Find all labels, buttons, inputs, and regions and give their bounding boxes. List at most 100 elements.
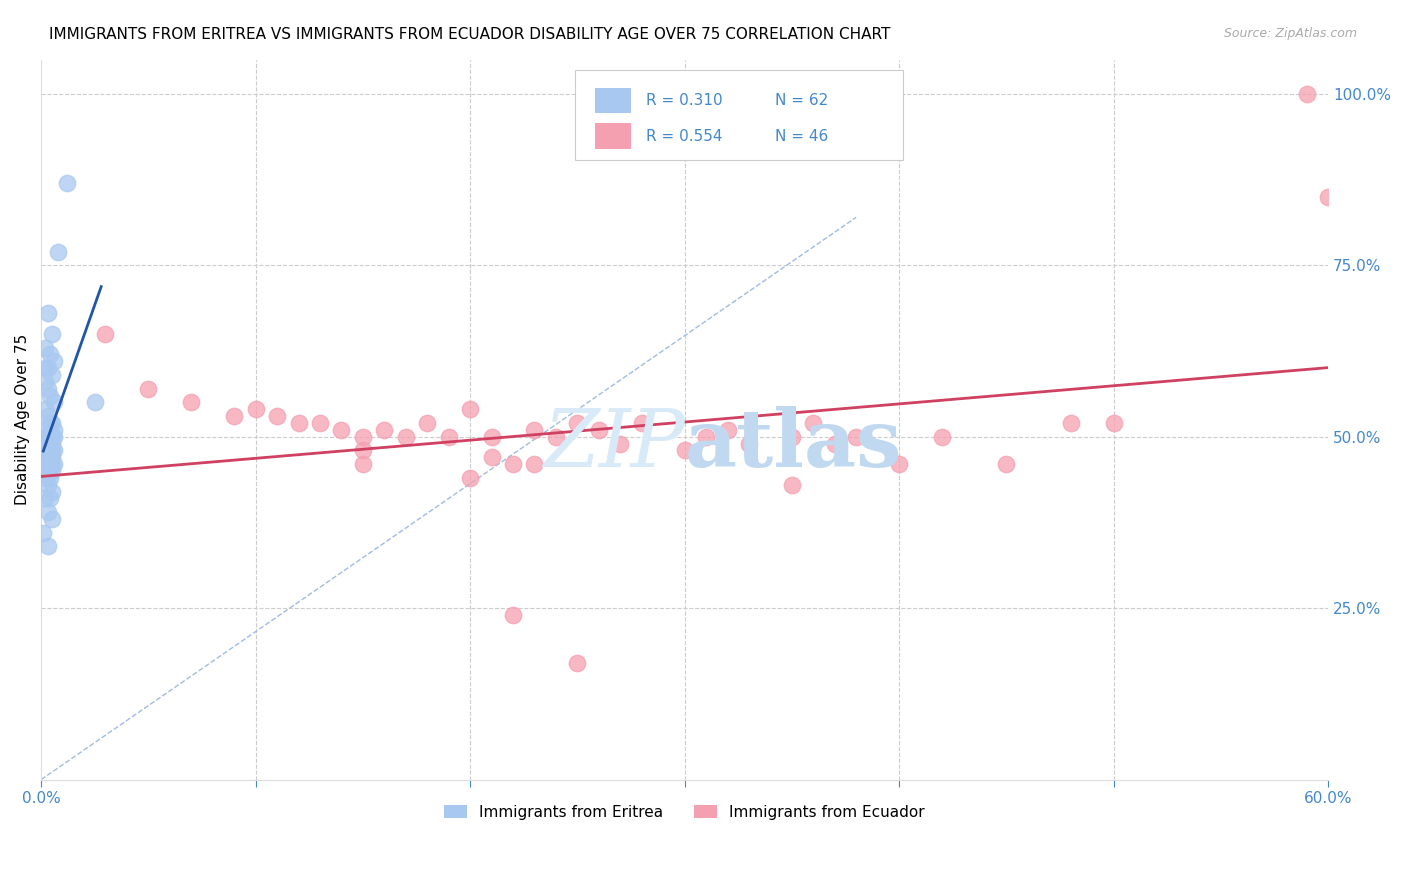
- Point: [42, 354, 65, 368]
- Point: [41, 436, 63, 450]
- Point: [1317, 190, 1340, 204]
- Point: [502, 607, 524, 622]
- Text: ZIP: ZIP: [543, 406, 685, 483]
- FancyBboxPatch shape: [575, 70, 904, 161]
- Point: [83, 395, 105, 409]
- Point: [37, 430, 59, 444]
- Point: [567, 416, 589, 430]
- Point: [523, 423, 546, 437]
- Point: [41, 464, 63, 478]
- Point: [42, 395, 65, 409]
- Point: [1102, 416, 1125, 430]
- Point: [38, 347, 60, 361]
- Point: [37, 464, 59, 478]
- Point: [481, 430, 503, 444]
- Point: [34, 402, 56, 417]
- Point: [37, 382, 59, 396]
- Point: [34, 491, 56, 506]
- Point: [138, 382, 160, 396]
- Point: [38, 457, 60, 471]
- Point: [38, 430, 60, 444]
- Point: [352, 457, 374, 471]
- Point: [1060, 416, 1083, 430]
- Point: [502, 457, 524, 471]
- Point: [588, 423, 610, 437]
- Point: [801, 416, 824, 430]
- Point: [544, 430, 567, 444]
- Point: [224, 409, 246, 424]
- Point: [37, 450, 59, 465]
- Point: [673, 443, 696, 458]
- Point: [38, 443, 60, 458]
- Point: [38, 491, 60, 506]
- Point: [34, 443, 56, 458]
- Point: [37, 430, 59, 444]
- Point: [41, 326, 63, 341]
- Point: [245, 402, 267, 417]
- Point: [437, 430, 460, 444]
- Point: [41, 368, 63, 382]
- Point: [1295, 87, 1317, 101]
- Point: [716, 423, 738, 437]
- Point: [41, 416, 63, 430]
- Point: [42, 443, 65, 458]
- Point: [37, 430, 59, 444]
- Point: [37, 477, 59, 491]
- Point: [41, 484, 63, 499]
- Point: [38, 450, 60, 465]
- Point: [180, 395, 202, 409]
- Point: [330, 423, 353, 437]
- Point: [34, 436, 56, 450]
- Point: [38, 436, 60, 450]
- Point: [458, 402, 481, 417]
- Point: [41, 457, 63, 471]
- Point: [34, 450, 56, 465]
- Text: N = 62: N = 62: [775, 93, 828, 108]
- Point: [780, 477, 803, 491]
- Point: [931, 430, 953, 444]
- Text: IMMIGRANTS FROM ERITREA VS IMMIGRANTS FROM ECUADOR DISABILITY AGE OVER 75 CORREL: IMMIGRANTS FROM ERITREA VS IMMIGRANTS FR…: [49, 27, 890, 42]
- Point: [824, 436, 846, 450]
- Point: [37, 540, 59, 554]
- Point: [352, 430, 374, 444]
- Point: [609, 436, 631, 450]
- Point: [780, 430, 803, 444]
- Point: [34, 471, 56, 485]
- Point: [481, 450, 503, 465]
- Point: [42, 430, 65, 444]
- Point: [41, 450, 63, 465]
- Point: [34, 361, 56, 376]
- Point: [458, 471, 481, 485]
- Point: [738, 436, 761, 450]
- Point: [287, 416, 309, 430]
- Point: [32, 464, 55, 478]
- Point: [34, 423, 56, 437]
- Point: [37, 436, 59, 450]
- Point: [37, 306, 59, 320]
- Point: [94, 326, 117, 341]
- Point: [34, 341, 56, 355]
- Point: [37, 443, 59, 458]
- Point: [37, 409, 59, 424]
- Point: [42, 423, 65, 437]
- Point: [34, 457, 56, 471]
- Point: [37, 457, 59, 471]
- Point: [523, 457, 546, 471]
- Point: [38, 389, 60, 403]
- Point: [38, 471, 60, 485]
- Point: [34, 430, 56, 444]
- Point: [56, 176, 79, 190]
- FancyBboxPatch shape: [595, 87, 630, 113]
- Legend: Immigrants from Eritrea, Immigrants from Ecuador: Immigrants from Eritrea, Immigrants from…: [439, 798, 931, 826]
- Point: [41, 512, 63, 526]
- Point: [266, 409, 288, 424]
- Point: [37, 505, 59, 519]
- Point: [395, 430, 418, 444]
- Text: R = 0.310: R = 0.310: [645, 93, 723, 108]
- Point: [567, 656, 589, 670]
- Point: [352, 443, 374, 458]
- Text: R = 0.554: R = 0.554: [645, 128, 723, 144]
- Point: [32, 450, 55, 465]
- Point: [38, 416, 60, 430]
- Point: [34, 375, 56, 389]
